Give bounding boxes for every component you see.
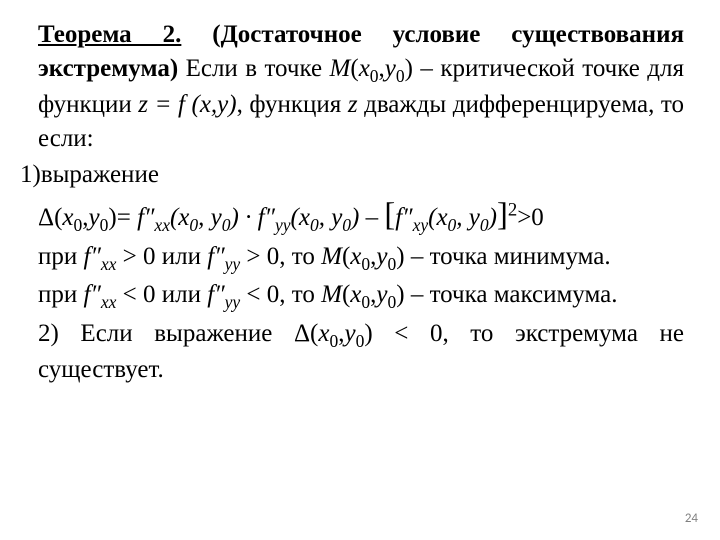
- text: Если в точке: [178, 55, 329, 82]
- pri: при: [38, 281, 84, 308]
- item2: 2) Если выражение Δ(x0,y0) < 0, то экстр…: [38, 317, 684, 387]
- close: ) – точка минимума.: [396, 243, 610, 270]
- lead: 2) Если выражение Δ(: [38, 320, 318, 347]
- slide: Теорема 2. (Достаточное условие существо…: [0, 0, 720, 540]
- fxx: f″: [137, 204, 154, 231]
- x: x: [436, 204, 447, 231]
- fyy-term: f″yy(x0, y0) –: [258, 201, 379, 238]
- y: y: [376, 281, 387, 308]
- x: x: [299, 204, 310, 231]
- lt0: < 0 или: [116, 281, 207, 308]
- text: , функция: [237, 91, 348, 118]
- M: M: [321, 243, 342, 270]
- fxx-sub: xx: [101, 292, 117, 312]
- fyy-sub: yy: [225, 292, 241, 312]
- fxx: f″: [84, 243, 101, 270]
- fyy: f″: [258, 204, 275, 231]
- s: 0: [189, 215, 198, 235]
- y: y: [344, 320, 355, 347]
- page-number: 24: [685, 511, 698, 526]
- sub0: 0: [396, 66, 405, 86]
- x-letter: x: [359, 55, 370, 82]
- gt0: > 0 или: [116, 243, 207, 270]
- pri: при: [38, 243, 84, 270]
- y-letter: y: [385, 55, 396, 82]
- mid: ,: [319, 204, 332, 231]
- s: 0: [361, 254, 370, 274]
- s0: 0: [74, 215, 83, 235]
- p: (: [291, 204, 299, 231]
- s: 0: [388, 292, 397, 312]
- s: 0: [329, 331, 338, 351]
- fxx: f″: [84, 281, 101, 308]
- theorem-intro: Теорема 2. (Достаточное условие существо…: [38, 18, 684, 156]
- minimum-line: при f″xx > 0 или f″yy > 0, то M(x0,y0) –…: [38, 240, 684, 277]
- fyy: f″: [207, 281, 224, 308]
- x: x: [350, 243, 361, 270]
- fxx-term: f″xx(x0, y0) ·: [137, 201, 251, 238]
- fyy-sub: yy: [225, 254, 241, 274]
- squared: 2: [508, 199, 517, 220]
- theorem-title: Теорема 2.: [38, 21, 181, 48]
- delta-open: Δ(: [38, 204, 62, 231]
- s: 0: [448, 215, 457, 235]
- x: x: [178, 204, 189, 231]
- z-letter: z: [348, 91, 358, 118]
- eq: )=: [108, 204, 137, 231]
- s: 0: [361, 292, 370, 312]
- item1-lead: 1)выражение: [20, 158, 684, 192]
- bracket-term: [f″xy(x0, y0)]2: [384, 204, 517, 231]
- s: 0: [342, 215, 351, 235]
- gt0: >0: [517, 204, 544, 231]
- fxy-sub: xy: [413, 215, 429, 235]
- s: 0: [222, 215, 231, 235]
- y: y: [89, 204, 100, 231]
- y: y: [376, 243, 387, 270]
- sub0: 0: [370, 66, 379, 86]
- close: ): [489, 204, 497, 231]
- close: ) – точка максимума.: [396, 281, 617, 308]
- fxy: f″: [395, 204, 412, 231]
- mid: ,: [198, 204, 211, 231]
- x: x: [62, 204, 73, 231]
- mid: ,: [456, 204, 469, 231]
- z-args: (x,y): [192, 91, 237, 118]
- bracket-close: ]: [497, 197, 508, 233]
- fyy: f″: [207, 243, 224, 270]
- fyy-sub: yy: [275, 215, 291, 235]
- M-letter: M: [330, 55, 351, 82]
- lt0b: < 0, то: [240, 281, 321, 308]
- M: M: [321, 281, 342, 308]
- bracket-open: [: [384, 197, 395, 233]
- delta-expression: Δ(x0,y0)= f″xx(x0, y0) · f″yy(x0, y0) – …: [38, 194, 684, 238]
- y: y: [331, 204, 342, 231]
- y: y: [211, 204, 222, 231]
- x: x: [350, 281, 361, 308]
- s: 0: [480, 215, 489, 235]
- y: y: [469, 204, 480, 231]
- close: ) –: [351, 204, 378, 231]
- x: x: [318, 320, 329, 347]
- z-eq: z = f: [138, 91, 185, 118]
- maximum-line: при f″xx < 0 или f″yy < 0, то M(x0,y0) –…: [38, 278, 684, 315]
- close: ) ·: [231, 204, 252, 231]
- gt0b: > 0, то: [240, 243, 321, 270]
- fxx-sub: xx: [154, 215, 170, 235]
- s: 0: [388, 254, 397, 274]
- s: 0: [310, 215, 319, 235]
- fxx-sub: xx: [101, 254, 117, 274]
